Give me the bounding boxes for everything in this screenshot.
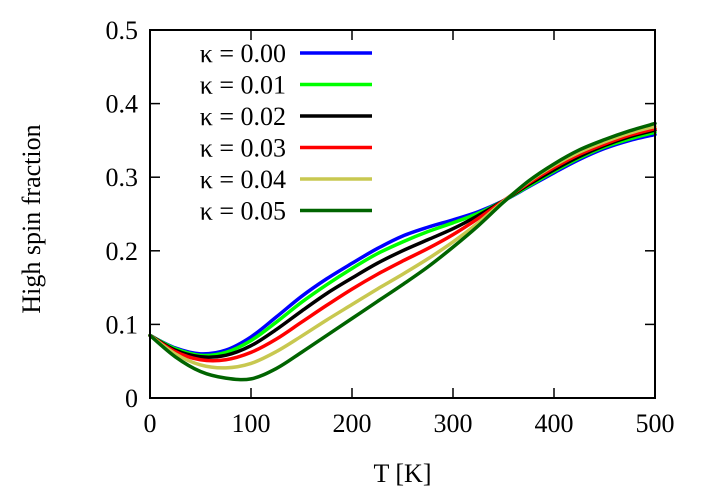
x-tick-label: 0 — [144, 409, 157, 438]
legend-label: κ = 0.00 — [200, 39, 286, 68]
series-line-2 — [148, 128, 657, 359]
x-axis-label: T [K] — [373, 459, 431, 488]
y-tick-label: 0.4 — [106, 90, 139, 119]
y-tick-label: 0.3 — [106, 163, 139, 192]
legend-label: κ = 0.05 — [200, 197, 286, 226]
x-tick-label: 300 — [434, 409, 473, 438]
y-axis-label: High spin fraction — [17, 124, 46, 313]
y-tick-label: 0 — [125, 384, 138, 413]
legend-label: κ = 0.03 — [200, 134, 286, 163]
plot-frame — [149, 29, 656, 399]
y-tick-label: 0.5 — [106, 16, 139, 45]
x-tick-label: 400 — [535, 409, 574, 438]
y-tick-label: 0.1 — [106, 310, 139, 339]
x-tick-label: 500 — [636, 409, 675, 438]
legend-label: κ = 0.04 — [200, 165, 286, 194]
legend-label: κ = 0.02 — [200, 102, 286, 131]
x-tick-label: 100 — [232, 409, 271, 438]
series-line-3 — [148, 126, 657, 363]
x-tick-label: 200 — [333, 409, 372, 438]
series-line-5 — [148, 121, 657, 382]
y-tick-label: 0.2 — [106, 237, 139, 266]
series-layer — [148, 121, 657, 382]
ticks-layer: 0 100 200 300 400 500 0 0.1 0.2 0.3 0.4 0.5 — [106, 16, 675, 438]
series-line-4 — [148, 124, 657, 370]
legend: κ = 0.00 κ = 0.01κ = 0.02 κ = 0.03κ = 0.04… — [200, 39, 372, 226]
legend-label: κ = 0.01 — [200, 71, 286, 100]
